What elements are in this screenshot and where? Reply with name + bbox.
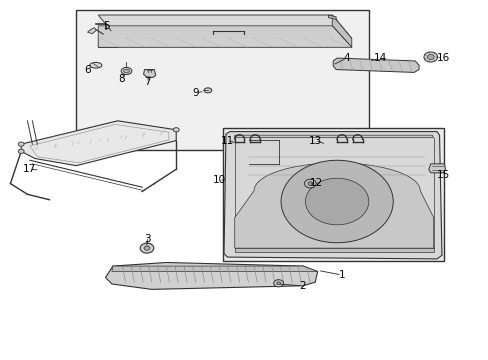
Polygon shape (234, 163, 433, 248)
Polygon shape (87, 28, 96, 34)
Ellipse shape (121, 67, 132, 75)
Text: 6: 6 (84, 64, 91, 75)
Polygon shape (332, 58, 418, 72)
Text: 14: 14 (373, 53, 386, 63)
Text: 1: 1 (338, 270, 345, 280)
Text: 8: 8 (118, 73, 124, 84)
Polygon shape (98, 15, 351, 39)
Text: 13: 13 (308, 136, 321, 145)
Circle shape (423, 52, 437, 62)
Circle shape (18, 142, 24, 146)
Text: 7: 7 (143, 77, 150, 87)
Circle shape (305, 178, 368, 225)
Bar (222, 128, 444, 261)
Polygon shape (328, 15, 335, 19)
Text: 16: 16 (436, 53, 449, 63)
Text: 9: 9 (192, 88, 199, 98)
Text: 17: 17 (22, 164, 36, 174)
Text: 3: 3 (143, 234, 150, 244)
Polygon shape (105, 262, 317, 289)
Ellipse shape (89, 62, 102, 68)
Text: 4: 4 (343, 53, 349, 63)
Ellipse shape (203, 88, 211, 93)
Polygon shape (224, 132, 441, 259)
Circle shape (140, 243, 154, 253)
Polygon shape (234, 248, 433, 252)
Polygon shape (143, 69, 156, 77)
Ellipse shape (123, 69, 129, 73)
Text: 5: 5 (103, 21, 110, 31)
Text: 10: 10 (212, 175, 225, 185)
Polygon shape (331, 15, 351, 47)
Polygon shape (98, 39, 118, 47)
Text: 2: 2 (299, 281, 305, 291)
Bar (76, 10, 368, 149)
Circle shape (273, 280, 283, 287)
Polygon shape (112, 266, 317, 271)
Circle shape (173, 128, 179, 132)
Circle shape (144, 246, 150, 250)
Circle shape (276, 282, 280, 285)
Text: 11: 11 (221, 136, 234, 145)
Circle shape (18, 149, 24, 153)
Polygon shape (21, 121, 176, 166)
Circle shape (304, 179, 316, 188)
Polygon shape (98, 26, 351, 47)
Polygon shape (428, 164, 445, 173)
Text: 15: 15 (436, 170, 449, 180)
Circle shape (307, 182, 312, 185)
Circle shape (427, 54, 433, 59)
Text: 12: 12 (309, 178, 323, 188)
Polygon shape (234, 135, 433, 138)
Circle shape (281, 160, 392, 243)
